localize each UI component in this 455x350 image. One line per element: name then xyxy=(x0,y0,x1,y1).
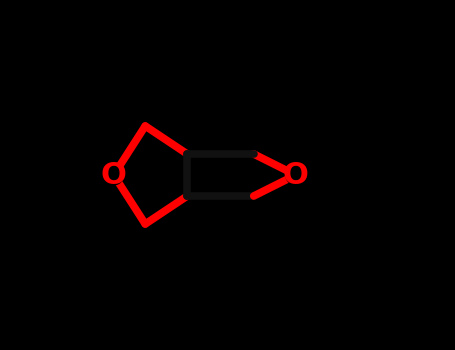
Text: O: O xyxy=(101,161,126,189)
Circle shape xyxy=(104,165,124,185)
Text: O: O xyxy=(283,161,308,189)
Circle shape xyxy=(286,165,306,185)
